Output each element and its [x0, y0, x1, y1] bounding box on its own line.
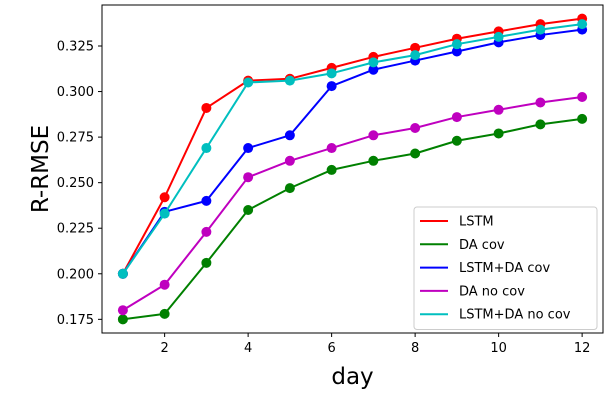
data-point: [201, 143, 212, 154]
series-layer: [117, 13, 588, 325]
data-point: [159, 279, 170, 290]
data-point: [410, 148, 421, 159]
legend-label: LSTM+DA cov: [459, 261, 550, 276]
legend-item-lstm: LSTM: [420, 215, 494, 230]
data-point: [368, 64, 379, 75]
legend-label: DA no cov: [459, 284, 525, 299]
x-axis: 2 4 6 8 10 12: [160, 333, 590, 356]
legend: LSTM DA cov LSTM+DA cov DA no cov LSTM+DA no…: [413, 206, 598, 330]
legend-item-lstm-plus-da-no-cov: LSTM+DA no cov: [420, 308, 571, 323]
x-tick-label: 8: [411, 341, 419, 356]
data-point: [451, 135, 462, 146]
y-tick-label: 0.175: [57, 313, 94, 328]
plot-frame: [101, 4, 604, 334]
data-point: [535, 97, 546, 108]
legend-item-da-cov: DA cov: [420, 238, 505, 253]
legend-label: LSTM: [459, 215, 494, 230]
data-point: [243, 143, 254, 154]
data-point: [159, 308, 170, 319]
legend-label: LSTM+DA no cov: [459, 308, 571, 323]
data-point: [451, 46, 462, 57]
data-point: [368, 155, 379, 166]
data-point: [326, 143, 337, 154]
data-point: [535, 24, 546, 35]
series-line: [122, 23, 583, 275]
data-point: [326, 81, 337, 92]
data-point: [284, 130, 295, 141]
y-tick-label: 0.325: [57, 40, 94, 55]
legend-box: [413, 206, 598, 330]
data-point: [284, 75, 295, 86]
y-axis-label: R-RMSE: [28, 125, 54, 213]
data-point: [243, 205, 254, 215]
data-point: [201, 257, 212, 268]
y-tick-label: 0.225: [57, 222, 94, 237]
series-line: [122, 28, 583, 275]
series-da-cov: [117, 113, 588, 325]
x-tick-label: 10: [490, 341, 507, 356]
data-point: [117, 314, 128, 325]
data-point: [535, 119, 546, 130]
x-tick-label: 2: [160, 341, 168, 356]
data-point: [117, 268, 128, 279]
data-point: [493, 31, 504, 42]
legend-label: DA cov: [459, 238, 505, 253]
data-point: [577, 19, 588, 30]
data-point: [326, 164, 337, 175]
x-tick-label: 4: [244, 341, 252, 356]
legend-item-lstm-plus-da-cov: LSTM+DA cov: [420, 261, 550, 276]
series-da-no-cov: [117, 92, 588, 316]
x-axis-label: day: [331, 364, 373, 390]
data-point: [410, 42, 421, 53]
data-point: [493, 104, 504, 115]
data-point: [284, 183, 295, 194]
data-point: [326, 68, 337, 79]
series-line: [121, 17, 583, 275]
data-point: [577, 113, 588, 124]
data-point: [201, 195, 212, 206]
data-point: [117, 305, 128, 316]
series-line: [122, 96, 583, 312]
data-point: [284, 155, 295, 166]
data-point: [577, 92, 588, 103]
data-point: [201, 226, 212, 237]
data-point: [451, 39, 462, 50]
y-axis: 0.175 0.200 0.225 0.250 0.275 0.300 0.325: [57, 40, 102, 328]
data-point: [368, 57, 379, 68]
data-point: [243, 172, 254, 183]
y-tick-label: 0.250: [57, 176, 94, 191]
data-point: [159, 192, 170, 203]
y-tick-label: 0.300: [57, 85, 94, 100]
data-point: [451, 112, 462, 123]
series-lstm-plus-da-no-cov: [117, 19, 588, 279]
x-tick-label: 12: [574, 341, 591, 356]
data-point: [493, 128, 504, 139]
data-point: [201, 102, 212, 113]
data-point: [410, 50, 421, 61]
data-point: [410, 123, 421, 133]
data-point: [368, 130, 379, 141]
y-tick-label: 0.200: [57, 267, 94, 282]
legend-item-da-no-cov: DA no cov: [420, 284, 525, 299]
data-point: [243, 77, 254, 88]
series-line: [122, 117, 583, 321]
data-point: [159, 208, 170, 219]
x-tick-label: 6: [327, 341, 335, 356]
y-tick-label: 0.275: [57, 131, 94, 146]
